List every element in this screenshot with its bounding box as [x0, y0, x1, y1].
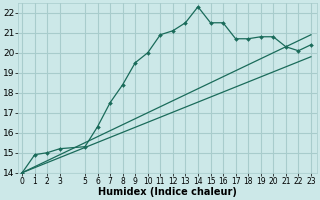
- X-axis label: Humidex (Indice chaleur): Humidex (Indice chaleur): [98, 187, 237, 197]
